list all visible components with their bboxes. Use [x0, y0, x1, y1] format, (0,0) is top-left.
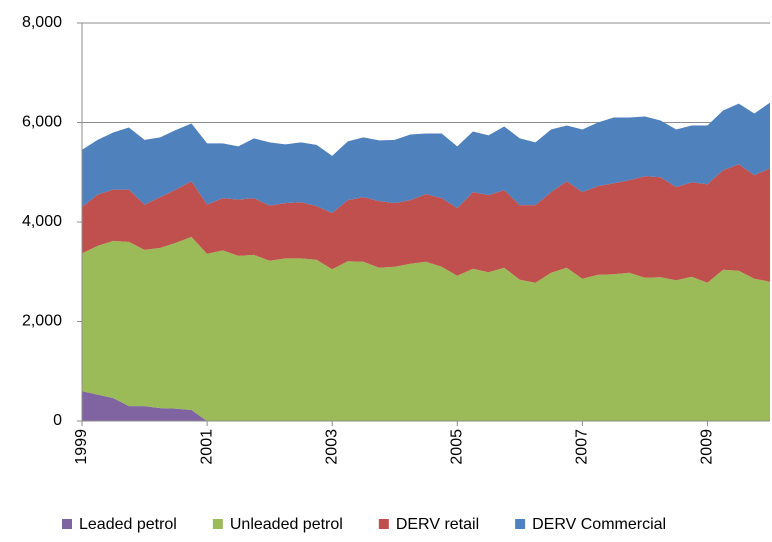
x-tick-label: 2001 — [198, 429, 215, 465]
legend-swatch — [378, 519, 389, 529]
legend-label: Leaded petrol — [79, 516, 177, 533]
area — [82, 391, 770, 421]
x-tick-label: 2007 — [574, 429, 591, 465]
area — [82, 102, 770, 214]
area — [82, 236, 770, 421]
legend-swatch — [212, 519, 223, 529]
x-tick-label: 2003 — [323, 429, 340, 465]
x-tick-label: 2005 — [448, 429, 465, 465]
y-tick-label: 6,000 — [22, 114, 62, 131]
y-tick-label: 8,000 — [22, 14, 62, 31]
x-tick-label: 1999 — [73, 429, 90, 465]
y-tick-label: 4,000 — [22, 213, 62, 230]
y-tick-label: 2,000 — [22, 313, 62, 330]
legend-label: DERV Commercial — [532, 516, 666, 533]
y-tick-label: 0 — [53, 412, 62, 429]
legend-label: DERV retail — [396, 516, 479, 533]
area — [82, 164, 770, 283]
legend-swatch — [62, 519, 72, 529]
x-tick-label: 2009 — [699, 429, 716, 465]
legend-swatch — [515, 519, 526, 529]
legend-label: Unleaded petrol — [230, 516, 343, 533]
